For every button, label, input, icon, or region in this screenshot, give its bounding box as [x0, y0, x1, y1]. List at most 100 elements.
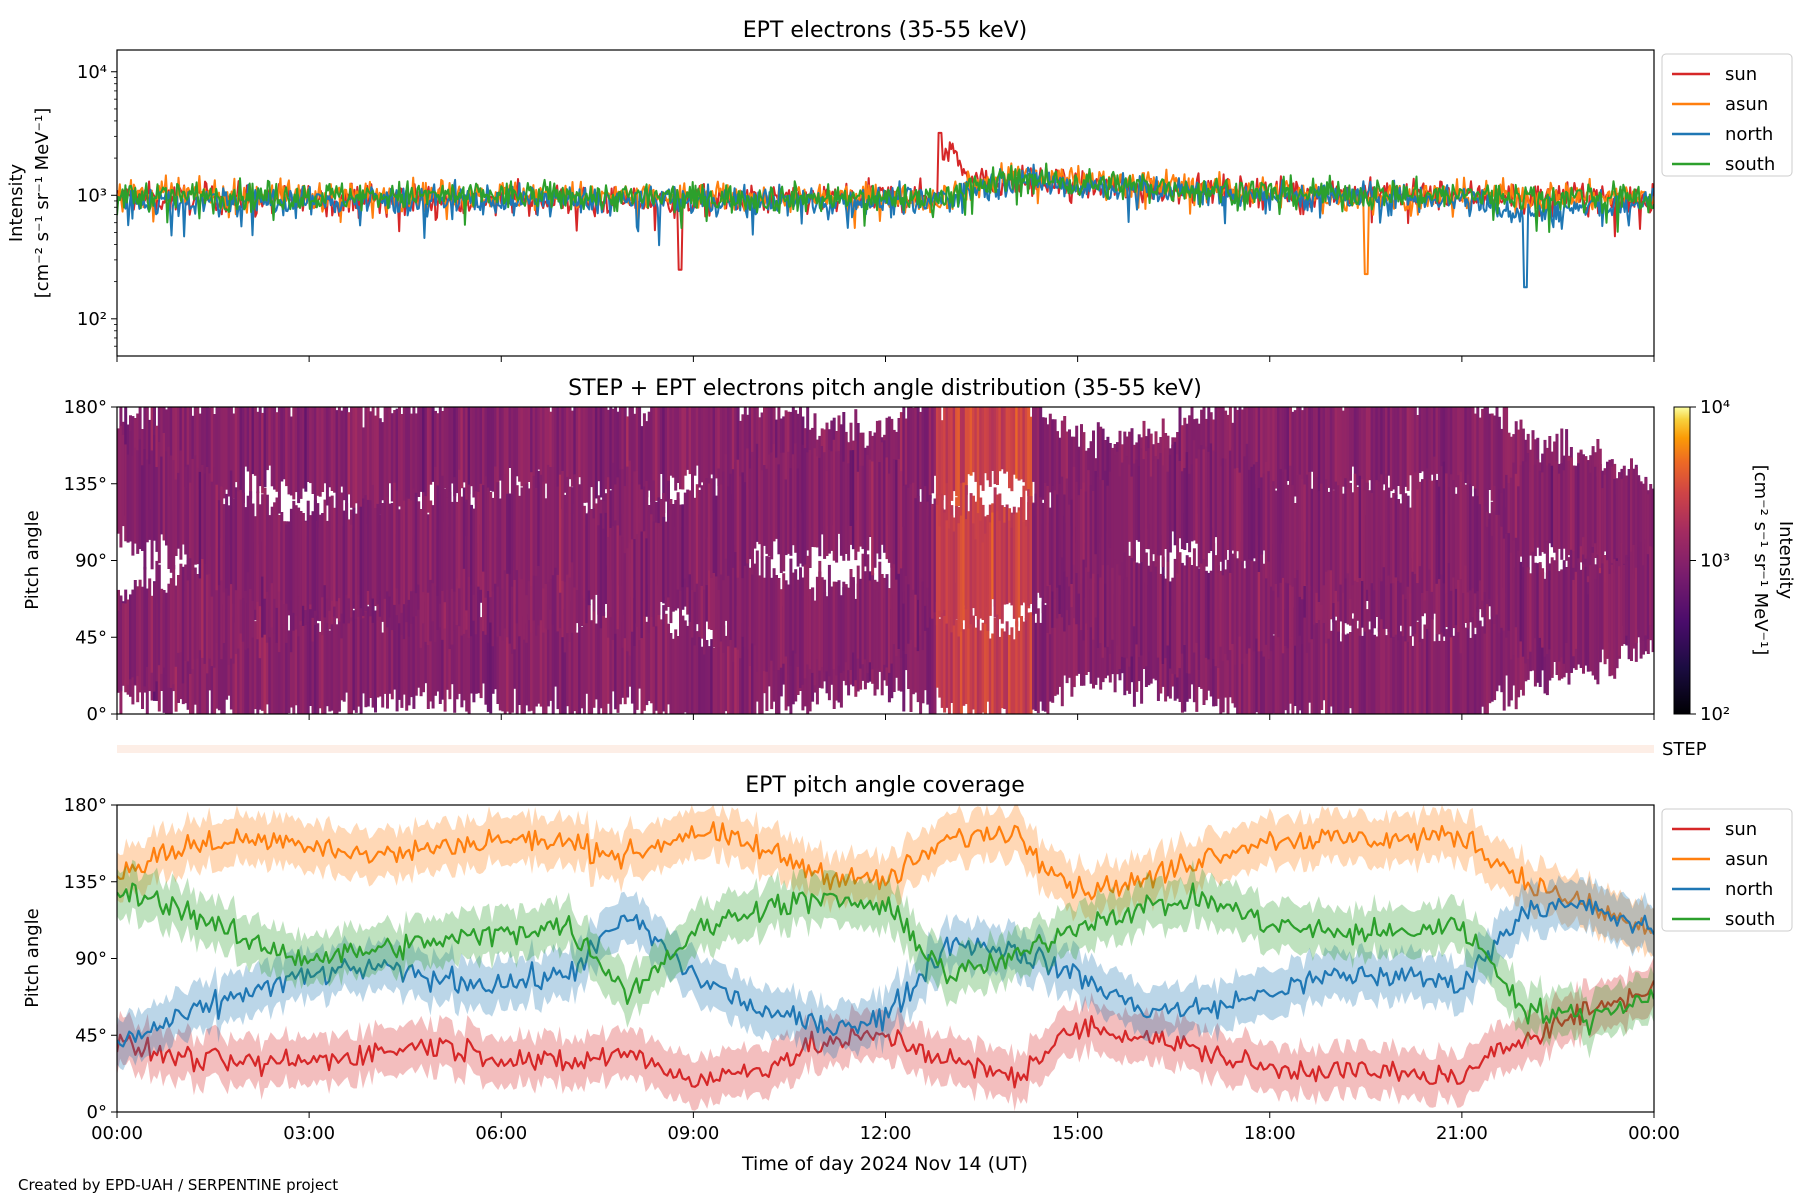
panel2-heat-cell	[623, 407, 627, 514]
panel2-heat-cell	[510, 531, 514, 654]
panel2-heat-cell	[566, 597, 570, 707]
panel2-heat-cell	[184, 466, 188, 555]
panel2-heat-cell	[558, 474, 562, 593]
panel2-heat-cell	[1553, 441, 1557, 551]
panel2-heat-cell	[1517, 486, 1521, 562]
panel2-heat-cell	[1216, 565, 1220, 668]
panel2-heat-cell	[335, 410, 339, 505]
panel2-heat-cell	[1313, 478, 1316, 589]
panel2-heat-cell	[1380, 611, 1384, 714]
panel2-heat-cell	[1368, 407, 1372, 481]
panel2-heat-cell	[1113, 594, 1117, 693]
panel2-heat-cell	[741, 414, 745, 500]
panel2-heat-cell	[362, 610, 365, 694]
panel2-heat-cell	[676, 636, 680, 714]
panel2-heat-cell	[244, 600, 248, 714]
panel2-heat-cell	[422, 492, 425, 593]
panel2-heat-cell	[1317, 490, 1321, 602]
panel2-heat-cell	[1622, 465, 1626, 564]
panel2-heat-cell	[395, 606, 399, 712]
panel2-heat-cell	[731, 540, 735, 662]
panel2-heat-cell	[777, 464, 781, 555]
footer-credit: Created by EPD-UAH / SERPENTINE project	[18, 1176, 339, 1194]
panel2-heat-cell	[1029, 612, 1033, 714]
panel2-heat-cell	[849, 577, 853, 670]
panel2-heat-cell	[1296, 607, 1300, 714]
panel2-heat-cell	[1243, 407, 1247, 505]
panel2-heat-cell	[801, 444, 805, 567]
panel2-heat-cell	[1363, 407, 1367, 510]
panel2-heat-cell	[1293, 525, 1297, 646]
panel2-heat-cell	[1005, 621, 1009, 714]
panel2-heat-cell	[1005, 504, 1009, 605]
panel2-heat-cell	[1373, 407, 1376, 507]
panel2-heat-cell	[1044, 417, 1047, 506]
panel2-heat-cell	[878, 561, 882, 672]
panel2-heat-cell	[1015, 621, 1019, 714]
panel2-heat-cell	[222, 504, 226, 593]
panel2-heat-cell	[1584, 456, 1588, 559]
panel2-heat-cell	[844, 431, 848, 554]
panel2-heat-cell	[246, 407, 250, 472]
panel2-heat-cell	[765, 468, 769, 554]
panel2-heat-cell	[405, 407, 409, 516]
panel2-heat-cell	[847, 463, 851, 561]
panel2-heat-cell	[1289, 465, 1292, 586]
panel2-heat-cell	[599, 595, 603, 709]
panel2-heat-cell	[707, 646, 711, 714]
panel2-heat-cell	[654, 619, 658, 711]
panel2-heat-cell	[984, 533, 987, 624]
panel2-heat-cell	[724, 454, 728, 559]
panel2-heat-cell	[842, 587, 846, 672]
panel2-heat-cell	[849, 450, 853, 526]
panel2-heat-cell	[753, 563, 757, 646]
panel2-heat-cell	[832, 581, 836, 670]
panel3-ytick-label: 180°	[64, 795, 107, 816]
panel2-heat-cell	[506, 407, 510, 505]
panel2-heat-cell	[972, 615, 975, 710]
panel2-heat-cell	[1543, 439, 1547, 554]
panel2-heat-cell	[1243, 456, 1247, 561]
panel2-heat-cell	[996, 407, 999, 485]
panel2-heat-cell	[926, 599, 930, 705]
panel2-heat-cell	[489, 601, 493, 714]
panel2-heat-cell	[1392, 627, 1396, 714]
panel2-heat-cell	[566, 407, 570, 503]
panel2-heat-cell	[1322, 617, 1326, 701]
panel2-heat-cell	[1327, 516, 1331, 639]
panel2-heat-cell	[765, 407, 769, 513]
panel2-heat-cell	[340, 492, 344, 614]
panel2-heat-cell	[923, 407, 927, 500]
panel2-heat-cell	[1003, 631, 1007, 709]
panel2-heat-cell	[398, 407, 401, 507]
panel2-heat-cell	[1284, 407, 1288, 501]
panel2-heat-cell	[1332, 613, 1336, 714]
panel2-heat-cell	[698, 490, 702, 590]
panel2-heat-cell	[510, 407, 514, 504]
panel2-heat-cell	[825, 470, 829, 556]
panel2-heat-cell	[1185, 555, 1189, 674]
panel2-heat-cell	[253, 407, 257, 476]
panel2-heat-cell	[916, 407, 920, 519]
panel2-heat-cell	[1425, 407, 1429, 507]
panel2-heat-cell	[1075, 481, 1079, 573]
panel2-heat-cell	[815, 456, 819, 548]
panel2-heat-cell	[484, 476, 488, 598]
panel2-heat-cell	[1351, 407, 1355, 467]
panel2-heat-cell	[748, 567, 752, 666]
panel2-heat-cell	[712, 407, 716, 511]
panel2-heat-cell	[1240, 541, 1244, 664]
panel2-heat-cell	[796, 413, 800, 510]
panel2-heat-cell	[1277, 407, 1280, 513]
panel2-heat-cell	[498, 548, 502, 637]
panel2-heat-cell	[1642, 483, 1645, 569]
panel2-heat-cell	[1012, 407, 1016, 475]
panel2-heat-cell	[1204, 570, 1208, 658]
panel2-heat-cell	[1382, 407, 1386, 485]
panel2-heat-cell	[811, 587, 815, 673]
panel2-heat-cell	[1325, 612, 1328, 714]
panel2-heat-cell	[563, 407, 567, 493]
panel2-heat-cell	[1106, 436, 1110, 531]
panel2-heat-cell	[1608, 459, 1612, 570]
